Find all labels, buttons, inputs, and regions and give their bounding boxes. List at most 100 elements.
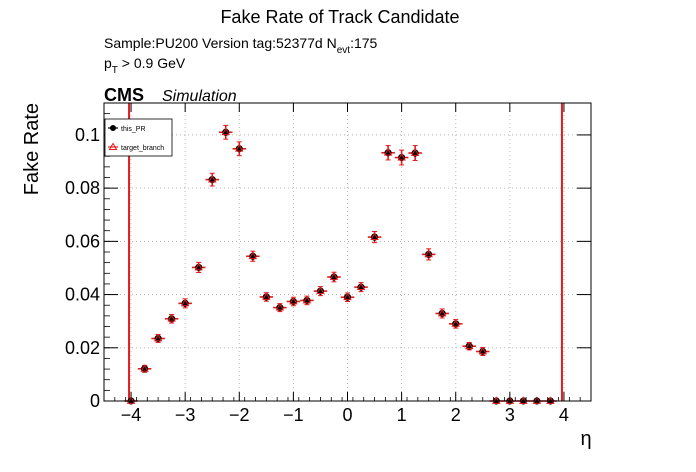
legend-target-label: target_branch — [121, 145, 164, 152]
x-tick-labels: −4 −3 −2 −1 0 1 2 3 4 — [121, 405, 569, 425]
target-branch-marker — [140, 364, 149, 372]
data-point — [137, 364, 152, 373]
target-branch-marker — [356, 282, 366, 291]
target-branch-marker — [316, 286, 325, 295]
x-tick-label: 1 — [397, 405, 407, 425]
data-point — [191, 261, 206, 273]
chart-title: Fake Rate of Track Candidate — [220, 7, 459, 27]
data-point — [435, 308, 449, 319]
this-pr-marker — [289, 297, 297, 306]
x-tick-label: 2 — [451, 405, 461, 425]
data-point — [259, 292, 274, 302]
this-pr-marker — [438, 309, 446, 318]
data-point — [164, 314, 179, 324]
target-branch-marker — [248, 251, 258, 260]
target-branch-marker — [289, 296, 298, 305]
data-point — [286, 296, 301, 307]
y-tick-label: 0.04 — [65, 285, 100, 305]
nevt-subscript: evt — [337, 45, 351, 56]
target-branch-marker — [519, 396, 528, 404]
target-branch-marker — [235, 144, 244, 152]
data-points — [124, 124, 558, 405]
target-branch-marker — [167, 314, 176, 322]
target-branch-marker — [424, 249, 433, 258]
target-branch-marker — [221, 127, 231, 136]
target-branch-marker — [492, 396, 501, 404]
data-point — [300, 295, 314, 306]
this-pr-marker — [384, 149, 392, 157]
this-pr-marker — [235, 145, 243, 153]
data-point — [327, 271, 341, 283]
nevt-value: :175 — [350, 35, 377, 51]
data-point — [246, 250, 260, 262]
this-pr-marker — [465, 342, 473, 350]
legend-target-marker — [108, 142, 118, 150]
target-branch-marker — [464, 341, 474, 350]
x-tick-label: 3 — [505, 405, 515, 425]
x-tick-label: −4 — [121, 405, 142, 425]
data-point — [340, 292, 355, 302]
this-pr-marker — [140, 365, 149, 373]
target-branch-marker — [343, 292, 352, 301]
y-tick-label: 0 — [90, 391, 100, 411]
this-pr-marker — [276, 304, 284, 312]
data-point — [367, 231, 382, 244]
data-point — [408, 145, 422, 161]
legend-this-pr-label: this_PR — [121, 126, 146, 133]
data-point — [462, 341, 477, 351]
this-pr-marker — [262, 293, 270, 301]
data-point — [205, 172, 219, 187]
y-tick-label: 0.1 — [75, 125, 100, 145]
this-pr-marker — [479, 347, 487, 356]
pt-cut-info: pT > 0.9 GeV — [104, 55, 186, 76]
target-branch-marker — [262, 292, 271, 300]
data-point — [448, 319, 463, 329]
this-pr-marker — [195, 263, 203, 272]
y-tick-label: 0.06 — [65, 231, 100, 251]
this-pr-marker — [222, 128, 230, 136]
target-branch-marker — [194, 262, 203, 271]
data-point — [394, 149, 409, 166]
this-pr-marker — [181, 299, 189, 307]
x-tick-label: −2 — [229, 405, 250, 425]
target-branch-marker — [546, 396, 555, 404]
data-point — [476, 346, 490, 357]
this-pr-marker — [168, 315, 176, 323]
this-pr-marker — [411, 149, 419, 157]
x-tick-label: 4 — [559, 405, 569, 425]
target-branch-marker — [302, 295, 312, 304]
this-pr-marker — [343, 293, 352, 301]
cms-label: CMS — [104, 85, 144, 105]
target-branch-marker — [437, 308, 447, 317]
this-pr-marker — [425, 250, 433, 258]
axis-ticks — [103, 102, 592, 402]
data-point — [354, 282, 368, 293]
target-branch-marker — [370, 232, 379, 240]
target-branch-marker — [153, 333, 163, 342]
this-pr-marker — [330, 273, 338, 281]
x-tick-label: −1 — [283, 405, 304, 425]
this-pr-marker — [370, 233, 379, 241]
this-pr-marker — [249, 252, 257, 260]
target-branch-marker — [410, 148, 420, 156]
pt-subscript: T — [112, 65, 118, 76]
target-branch-marker — [451, 319, 460, 327]
x-tick-label: 0 — [342, 405, 352, 425]
this-pr-marker — [208, 176, 216, 184]
data-point — [313, 286, 328, 297]
sample-info-text: Sample:PU200 Version tag:52377d N — [104, 35, 337, 51]
data-point — [273, 302, 287, 313]
data-point — [218, 124, 233, 140]
data-point — [421, 248, 436, 261]
data-point — [151, 333, 165, 343]
legend-this-pr-marker — [110, 125, 116, 131]
x-axis-label: η — [580, 428, 591, 450]
y-tick-label: 0.08 — [65, 178, 100, 198]
this-pr-marker — [357, 283, 365, 291]
target-branch-marker — [397, 152, 406, 161]
grid-lines — [104, 103, 591, 402]
data-point — [381, 145, 395, 161]
legend: this_PR target_branch — [104, 118, 173, 157]
this-pr-marker — [452, 320, 460, 328]
